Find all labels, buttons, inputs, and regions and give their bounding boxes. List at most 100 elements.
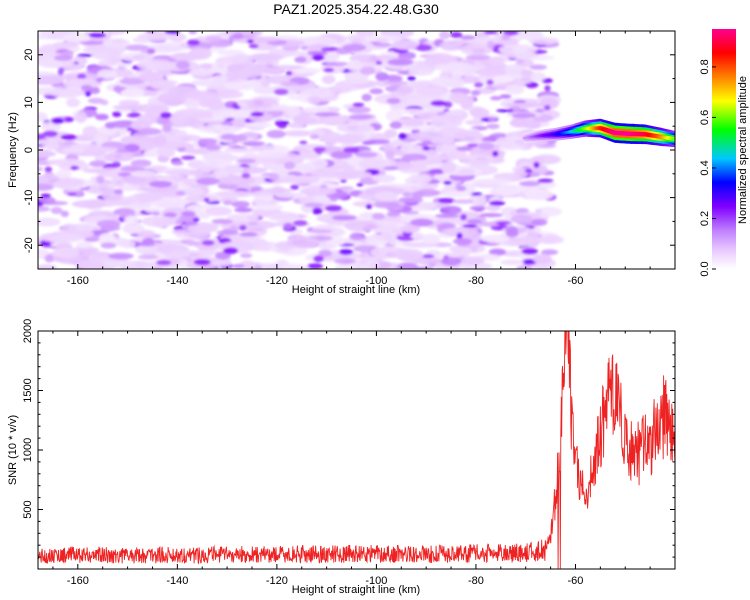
spectrogram-y-tick-label: 10 bbox=[23, 96, 35, 108]
heatmap-noise-cell bbox=[410, 218, 434, 227]
heatmap-noise-cell bbox=[375, 72, 389, 82]
heatmap-noise-cell bbox=[468, 193, 487, 206]
heatmap-noise-cell bbox=[430, 76, 465, 88]
heatmap-noise-cell bbox=[240, 36, 281, 43]
heatmap-noise-cell bbox=[162, 124, 172, 133]
colorbar-label: Normalized spectral amplitude bbox=[737, 76, 749, 224]
heatmap-noise-cell bbox=[425, 52, 455, 65]
heatmap-noise-cell bbox=[163, 212, 177, 218]
snr-x-tick-label: -60 bbox=[568, 575, 584, 587]
heatmap-noise-cell bbox=[119, 77, 146, 85]
colorbar-axis: 0.0 0.2 0.4 0.6 0.8 bbox=[699, 59, 716, 277]
heatmap-noise-cell bbox=[312, 207, 323, 215]
heatmap-noise-cell bbox=[252, 195, 280, 207]
heatmap-noise-cell bbox=[475, 68, 509, 77]
heatmap-noise-cell bbox=[401, 153, 428, 162]
heatmap-noise-cell bbox=[99, 232, 115, 244]
heatmap-noise-cell bbox=[486, 123, 500, 130]
snr-y-tick-label: 1000 bbox=[22, 438, 34, 462]
heatmap-noise-cell bbox=[414, 173, 432, 184]
heatmap-noise-cell bbox=[469, 159, 491, 165]
heatmap-noise-cell bbox=[364, 139, 391, 145]
heatmap-noise-cell bbox=[212, 260, 232, 267]
heatmap-noise-cell bbox=[231, 200, 250, 208]
heatmap-noise-cell bbox=[71, 200, 108, 209]
heatmap-noise-cell bbox=[70, 165, 78, 171]
heatmap-noise-cell bbox=[373, 201, 399, 209]
colorbar-tick-label: 0.2 bbox=[699, 211, 711, 226]
snr-x-label: Height of straight line (km) bbox=[292, 584, 420, 596]
heatmap-noise-cell bbox=[453, 211, 481, 218]
heatmap-noise-cell bbox=[488, 248, 507, 256]
heatmap-noise-cell bbox=[460, 35, 476, 40]
heatmap-noise-cell bbox=[95, 113, 109, 121]
heatmap-noise-cell bbox=[219, 197, 238, 203]
heatmap-noise-cell bbox=[151, 211, 161, 216]
heatmap-noise-cell bbox=[436, 111, 446, 116]
heatmap-noise-cell bbox=[273, 88, 289, 96]
heatmap-noise-cell bbox=[164, 249, 204, 261]
heatmap-noise-cell bbox=[452, 238, 473, 245]
heatmap-noise-cell bbox=[114, 189, 123, 195]
heatmap-noise-cell bbox=[100, 99, 109, 106]
spectrogram-y-tick-label: -20 bbox=[23, 237, 35, 253]
heatmap-noise-cell bbox=[290, 184, 300, 190]
heatmap-noise-cell bbox=[347, 106, 371, 114]
heatmap-noise-cell bbox=[460, 43, 494, 56]
heatmap-noise-cell bbox=[438, 197, 456, 204]
heatmap-signal-cell bbox=[671, 137, 675, 141]
heatmap-noise-cell bbox=[62, 33, 95, 42]
heatmap-noise-cell bbox=[468, 192, 483, 196]
heatmap-noise-cell bbox=[311, 54, 325, 61]
heatmap-noise-cell bbox=[150, 197, 190, 209]
heatmap-noise-cell bbox=[340, 179, 347, 183]
heatmap-noise-cell bbox=[40, 193, 51, 199]
heatmap-noise-cell bbox=[254, 152, 288, 159]
heatmap-noise-cell bbox=[131, 170, 157, 178]
heatmap-noise-cell bbox=[439, 31, 451, 40]
heatmap-noise-cell bbox=[199, 63, 213, 70]
heatmap-noise-cell bbox=[222, 200, 233, 206]
heatmap-noise-cell bbox=[486, 40, 495, 49]
heatmap-noise-cell bbox=[268, 211, 300, 222]
heatmap-noise-cell bbox=[492, 76, 515, 83]
heatmap-noise-cell bbox=[253, 99, 264, 107]
heatmap-noise-cell bbox=[393, 248, 424, 261]
colorbar-tick-label: 0.4 bbox=[699, 160, 711, 175]
heatmap-signal-layer bbox=[522, 118, 675, 148]
heatmap-noise-cell bbox=[187, 160, 205, 169]
heatmap-noise-cell bbox=[79, 40, 106, 46]
heatmap-noise-cell bbox=[307, 95, 321, 105]
heatmap-noise-cell bbox=[77, 53, 94, 58]
heatmap-noise-cell bbox=[56, 169, 72, 179]
heatmap-noise-cell bbox=[38, 217, 61, 227]
heatmap-noise-cell bbox=[352, 200, 380, 208]
heatmap-noise-cell bbox=[510, 117, 526, 128]
heatmap-noise-cell bbox=[334, 170, 372, 179]
heatmap-noise-cell bbox=[460, 256, 485, 265]
heatmap-noise-layer bbox=[38, 31, 565, 269]
heatmap-noise-cell bbox=[201, 239, 215, 246]
heatmap-noise-cell bbox=[205, 35, 222, 42]
heatmap-noise-cell bbox=[293, 117, 318, 125]
colorbar-tick-label: 0.6 bbox=[699, 110, 711, 125]
heatmap-noise-cell bbox=[415, 189, 440, 197]
heatmap-noise-cell bbox=[400, 225, 421, 233]
heatmap-noise-cell bbox=[247, 221, 259, 226]
spectrogram-y-tick-label: 0 bbox=[23, 147, 35, 153]
heatmap-noise-cell bbox=[248, 43, 259, 49]
heatmap-noise-cell bbox=[459, 182, 476, 195]
heatmap-noise-cell bbox=[188, 31, 197, 35]
heatmap-noise-cell bbox=[418, 154, 457, 161]
heatmap-noise-cell bbox=[467, 143, 479, 148]
heatmap-noise-cell bbox=[415, 44, 433, 52]
heatmap-noise-cell bbox=[214, 170, 231, 178]
heatmap-noise-cell bbox=[138, 127, 162, 136]
heatmap-noise-cell bbox=[184, 186, 204, 198]
spectrogram-x-axis: -160 -140 -120 -100 -80 -60 bbox=[52, 31, 651, 287]
heatmap-noise-cell bbox=[156, 145, 176, 157]
spectrogram-y-tick-label: -10 bbox=[23, 190, 35, 206]
heatmap-noise-cell bbox=[443, 180, 452, 185]
heatmap-noise-cell bbox=[38, 151, 57, 157]
